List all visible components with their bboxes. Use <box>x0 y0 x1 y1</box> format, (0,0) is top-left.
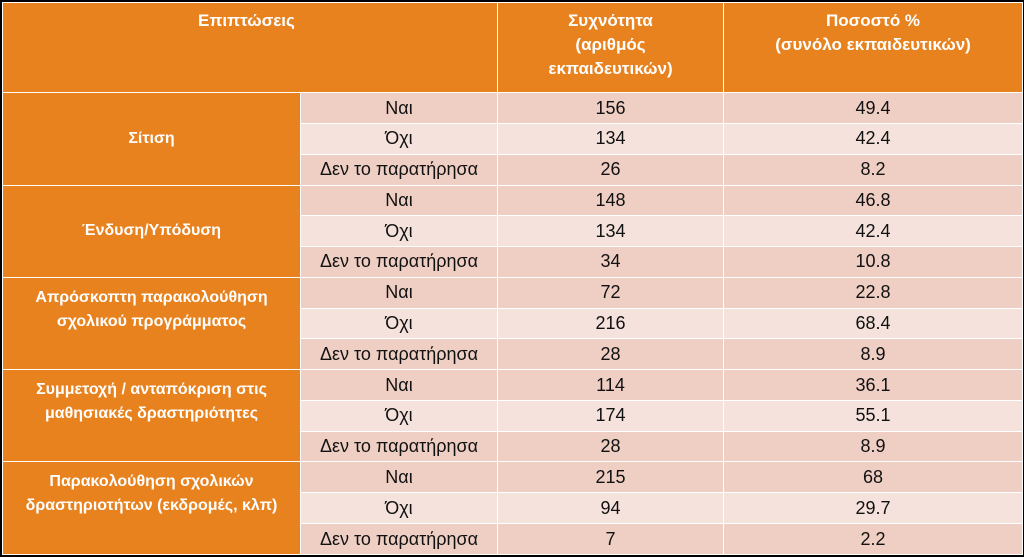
category-cell: Ένδυση/Υπόδυση <box>2 184 301 278</box>
frequency-cell: 156 <box>497 92 724 125</box>
frequency-cell: 28 <box>497 338 724 371</box>
category-cell: Συμμετοχή / ανταπόκριση στις μαθησιακές … <box>2 369 301 463</box>
percent-cell: 68 <box>723 461 1023 494</box>
percent-cell: 68.4 <box>723 307 1023 340</box>
header-effects-label: Επιπτώσεις <box>198 11 295 30</box>
table-row: Όχι 216 68.4 <box>3 307 1023 340</box>
answer-cell: Δεν το παρατήρησα <box>300 338 498 371</box>
answer-cell: Ναι <box>300 369 498 401</box>
table-row: Δεν το παρατήρησα 28 8.9 <box>3 430 1023 463</box>
table-row: Όχι 94 29.7 <box>3 492 1023 524</box>
frequency-cell: 28 <box>497 430 724 463</box>
answer-cell: Δεν το παρατήρησα <box>300 430 498 463</box>
percent-cell: 49.4 <box>723 92 1023 125</box>
percent-cell: 8.9 <box>723 338 1023 371</box>
frequency-cell: 94 <box>497 492 724 524</box>
frequency-cell: 34 <box>497 246 724 278</box>
percent-cell: 22.8 <box>723 276 1023 309</box>
table-row: Συμμετοχή / ανταπόκριση στις μαθησιακές … <box>2 369 1023 463</box>
answer-cell: Όχι <box>300 492 498 524</box>
table-row: Ένδυση/Υπόδυση Ναι 148 46.8 <box>2 184 1023 278</box>
header-frequency-line2: (αριθμός <box>575 35 646 54</box>
category-cell: Απρόσκοπτη παρακολούθηση σχολικού προγρά… <box>2 276 301 371</box>
frequency-cell: 7 <box>497 523 724 555</box>
answer-cell: Δεν το παρατήρησα <box>300 153 498 186</box>
frequency-cell: 26 <box>497 153 724 186</box>
table-row: Σίτιση Ναι 156 49.4 <box>2 92 1023 186</box>
category-cell: Σίτιση <box>2 92 301 186</box>
percent-cell: 36.1 <box>723 369 1023 401</box>
table-row: Δεν το παρατήρησα 26 8.2 <box>3 153 1023 186</box>
table-row: Απρόσκοπτη παρακολούθηση σχολικού προγρά… <box>2 276 1023 371</box>
frequency-cell: 134 <box>497 123 724 155</box>
header-percent-line1: Ποσοστό % <box>825 11 921 30</box>
header-frequency-line3: εκπαιδευτικών) <box>548 59 673 78</box>
table-row: Όχι 134 42.4 <box>3 215 1023 248</box>
table-row: Όχι 134 42.4 <box>3 123 1023 155</box>
frequency-cell: 216 <box>497 307 724 340</box>
answer-cell: Ναι <box>300 92 498 125</box>
header-effects: Επιπτώσεις <box>2 1 498 94</box>
header-row: Επιπτώσεις Συχνότητα (αριθμός εκπαιδευτι… <box>2 1 1023 94</box>
category-cell: Παρακολούθηση σχολικών δραστηριοτήτων (ε… <box>2 461 301 555</box>
percent-cell: 55.1 <box>723 399 1023 432</box>
header-percent-line2: (συνόλο εκπαιδευτικών) <box>775 35 971 54</box>
table-row: Δεν το παρατήρησα 7 2.2 <box>3 523 1023 555</box>
answer-cell: Δεν το παρατήρησα <box>300 523 498 555</box>
percent-cell: 42.4 <box>723 215 1023 248</box>
frequency-cell: 134 <box>497 215 724 248</box>
answer-cell: Ναι <box>300 276 498 309</box>
header-frequency: Συχνότητα (αριθμός εκπαιδευτικών) <box>497 1 724 94</box>
frequency-cell: 215 <box>497 461 724 494</box>
answer-cell: Ναι <box>300 184 498 217</box>
percent-cell: 8.2 <box>723 153 1023 186</box>
answer-cell: Ναι <box>300 461 498 494</box>
answer-cell: Όχι <box>300 399 498 432</box>
percent-cell: 2.2 <box>723 523 1023 555</box>
answer-cell: Δεν το παρατήρησα <box>300 246 498 278</box>
answer-cell: Όχι <box>300 215 498 248</box>
frequency-cell: 174 <box>497 399 724 432</box>
header-frequency-line1: Συχνότητα <box>568 11 653 30</box>
percent-cell: 29.7 <box>723 492 1023 524</box>
answer-cell: Όχι <box>300 307 498 340</box>
frequency-cell: 114 <box>497 369 724 401</box>
frequency-cell: 72 <box>497 276 724 309</box>
percent-cell: 42.4 <box>723 123 1023 155</box>
table-row: Παρακολούθηση σχολικών δραστηριοτήτων (ε… <box>2 461 1023 555</box>
percent-cell: 46.8 <box>723 184 1023 217</box>
table-row: Δεν το παρατήρησα 34 10.8 <box>3 246 1023 278</box>
frequency-cell: 148 <box>497 184 724 217</box>
answer-cell: Όχι <box>300 123 498 155</box>
header-percent: Ποσοστό % (συνόλο εκπαιδευτικών) <box>723 1 1023 94</box>
percent-cell: 8.9 <box>723 430 1023 463</box>
percent-cell: 10.8 <box>723 246 1023 278</box>
table-row: Όχι 174 55.1 <box>3 399 1023 432</box>
